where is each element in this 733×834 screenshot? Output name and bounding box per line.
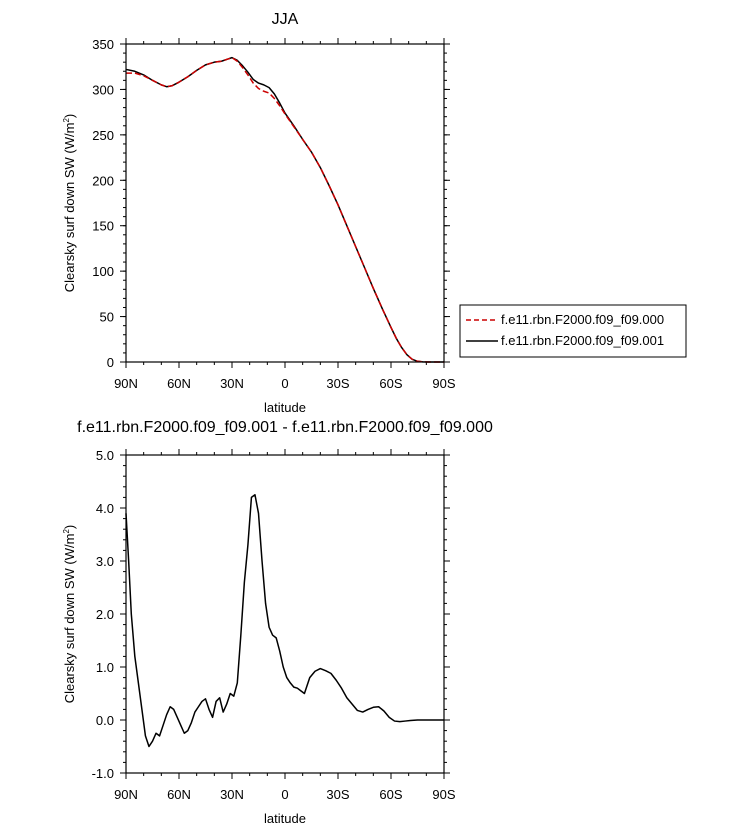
bottom-series-line-0 <box>125 494 444 748</box>
bottom-y-tick-label: 5.0 <box>96 448 114 463</box>
legend-label-series-000: f.e11.rbn.F2000.f09_f09.000 <box>501 312 664 327</box>
bottom-x-tick-label: 30S <box>326 787 349 802</box>
legend-box <box>459 304 687 358</box>
top-y-tick-label: 0 <box>107 355 114 370</box>
bottom-panel: f.e11.rbn.F2000.f09_f09.001 - f.e11.rbn.… <box>62 419 493 826</box>
bottom-y-tick-label: 1.0 <box>96 660 114 675</box>
bottom-y-tick-label: 4.0 <box>96 501 114 516</box>
top-x-tick-label: 90N <box>114 376 138 391</box>
top-y-axis-label-sup: 2 <box>62 118 71 123</box>
bottom-x-tick-label: 90N <box>114 787 138 802</box>
bottom-y-axis-label: Clearsky surf down SW (W/m2) <box>62 525 77 704</box>
top-y-axis-label-main: Clearsky surf down SW (W/m <box>62 123 77 293</box>
bottom-y-tick-label: 0.0 <box>96 713 114 728</box>
top-y-axis-label-close: ) <box>62 114 77 118</box>
bottom-x-tick-label: 0 <box>281 787 288 802</box>
top-y-tick-label: 150 <box>92 219 114 234</box>
bottom-y-tick-label: 2.0 <box>96 607 114 622</box>
bottom-x-tick-label: 60N <box>167 787 191 802</box>
legend-label-series-001: f.e11.rbn.F2000.f09_f09.001 <box>501 333 664 348</box>
bottom-chart-title: f.e11.rbn.F2000.f09_f09.001 - f.e11.rbn.… <box>77 419 493 436</box>
bottom-plot-area: 90N 60N 30N 0 30S 60S 90S -1.0 0.0 1.0 2.0 3.0 4.0 5.… <box>92 448 456 802</box>
top-y-axis-label: Clearsky surf down SW (W/m2) <box>62 114 77 293</box>
top-x-tick-label: 0 <box>281 376 288 391</box>
top-y-tick-label: 350 <box>92 37 114 52</box>
top-chart-title: JJA <box>272 11 299 28</box>
top-x-tick-label: 30S <box>326 376 349 391</box>
top-x-tick-label: 90S <box>432 376 455 391</box>
top-x-tick-label: 60N <box>167 376 191 391</box>
bottom-x-tick-label: 30N <box>220 787 244 802</box>
top-panel: JJA 90N 60N 30N 0 30S 60S 90S 0 50 100 150 200 250 30… <box>62 11 687 415</box>
bottom-x-tick-label: 60S <box>379 787 402 802</box>
top-y-tick-label: 100 <box>92 264 114 279</box>
bottom-y-axis-label-sup: 2 <box>62 529 71 534</box>
bottom-y-axis-label-main: Clearsky surf down SW (W/m <box>62 534 77 704</box>
top-plot-frame <box>125 43 445 363</box>
top-series-line-1 <box>125 56 444 363</box>
top-y-tick-label: 300 <box>92 82 114 97</box>
top-x-tick-label: 30N <box>220 376 244 391</box>
bottom-y-tick-label: 3.0 <box>96 554 114 569</box>
top-series-line-0 <box>126 56 444 363</box>
bottom-x-axis-label: latitude <box>264 811 306 826</box>
legend: f.e11.rbn.F2000.f09_f09.000 f.e11.rbn.F2… <box>459 304 687 358</box>
top-y-tick-label: 250 <box>92 128 114 143</box>
bottom-plot-frame <box>125 454 445 774</box>
bottom-y-axis-label-close: ) <box>62 525 77 529</box>
top-plot-area: 90N 60N 30N 0 30S 60S 90S 0 50 100 150 200 250 300 350 <box>92 37 456 391</box>
bottom-x-tick-label: 90S <box>432 787 455 802</box>
bottom-y-tick-label: -1.0 <box>92 766 114 781</box>
top-x-tick-label: 60S <box>379 376 402 391</box>
top-y-tick-label: 50 <box>100 310 114 325</box>
top-x-axis-label: latitude <box>264 400 306 415</box>
top-y-tick-label: 200 <box>92 173 114 188</box>
